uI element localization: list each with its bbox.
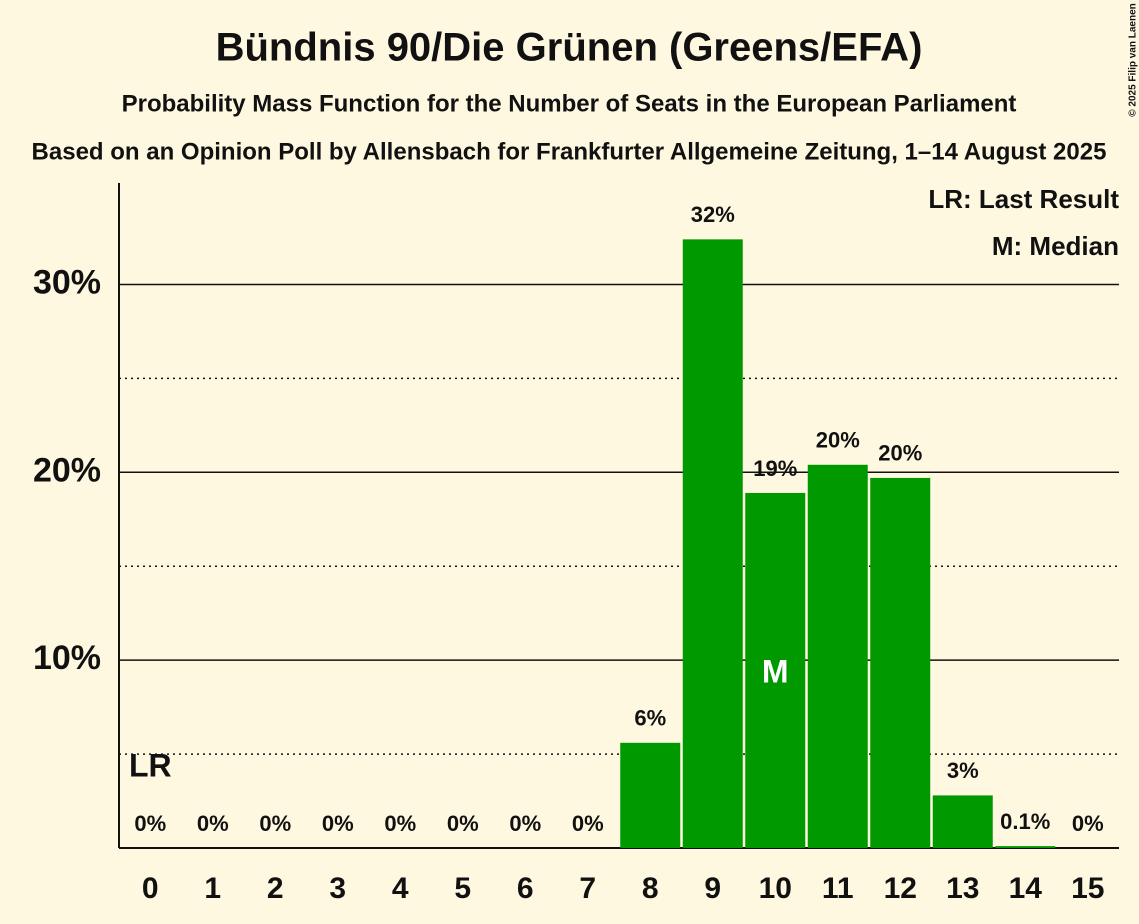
value-label: 0.1%: [1000, 809, 1050, 834]
bar: [995, 846, 1056, 848]
x-tick-label: 9: [704, 872, 721, 905]
chart-title: Bündnis 90/Die Grünen (Greens/EFA): [216, 26, 923, 70]
x-tick-label: 13: [946, 872, 979, 905]
bar: [870, 477, 931, 848]
x-tick-label: 11: [822, 872, 854, 905]
annotation: M: [762, 653, 789, 689]
x-tick-label: 10: [759, 872, 792, 905]
x-tick-label: 15: [1071, 872, 1104, 905]
value-label: 20%: [816, 428, 860, 453]
x-tick-label: 0: [142, 872, 159, 905]
value-label: 0%: [197, 811, 229, 836]
value-label: 3%: [947, 758, 979, 783]
legend-entry: M: Median: [992, 231, 1119, 261]
legend-entry: LR: Last Result: [928, 184, 1119, 214]
y-tick-label: 10%: [33, 639, 101, 677]
y-tick-label: 20%: [33, 451, 101, 489]
value-label: 0%: [322, 811, 354, 836]
value-label: 0%: [134, 811, 166, 836]
y-tick-label: 30%: [33, 263, 101, 301]
value-label: 19%: [753, 456, 797, 481]
value-label: 0%: [509, 811, 541, 836]
value-label: 32%: [691, 202, 735, 227]
chart-subtitle: Probability Mass Function for the Number…: [122, 90, 1017, 117]
x-tick-label: 8: [642, 872, 659, 905]
x-tick-label: 2: [267, 872, 284, 905]
value-label: 20%: [878, 441, 922, 466]
value-label: 6%: [634, 706, 666, 731]
value-label: 0%: [447, 811, 479, 836]
bar: [620, 742, 681, 848]
bar: [682, 239, 743, 848]
x-tick-label: 7: [579, 872, 596, 905]
bar: [745, 492, 806, 848]
x-tick-label: 1: [204, 872, 221, 905]
x-tick-label: 3: [329, 872, 346, 905]
value-label: 0%: [384, 811, 416, 836]
bar: [807, 464, 868, 848]
value-label: 0%: [1072, 811, 1104, 836]
x-tick-label: 12: [884, 872, 917, 905]
annotation: LR: [129, 747, 172, 783]
bar: [932, 795, 993, 848]
value-label: 0%: [572, 811, 604, 836]
x-tick-label: 5: [454, 872, 471, 905]
x-tick-label: 4: [392, 872, 409, 905]
copyright: © 2025 Filip van Laenen: [1128, 3, 1139, 117]
chart-caption: Based on an Opinion Poll by Allensbach f…: [32, 138, 1107, 165]
x-tick-label: 6: [517, 872, 534, 905]
x-tick-label: 14: [1009, 872, 1043, 905]
value-label: 0%: [259, 811, 291, 836]
